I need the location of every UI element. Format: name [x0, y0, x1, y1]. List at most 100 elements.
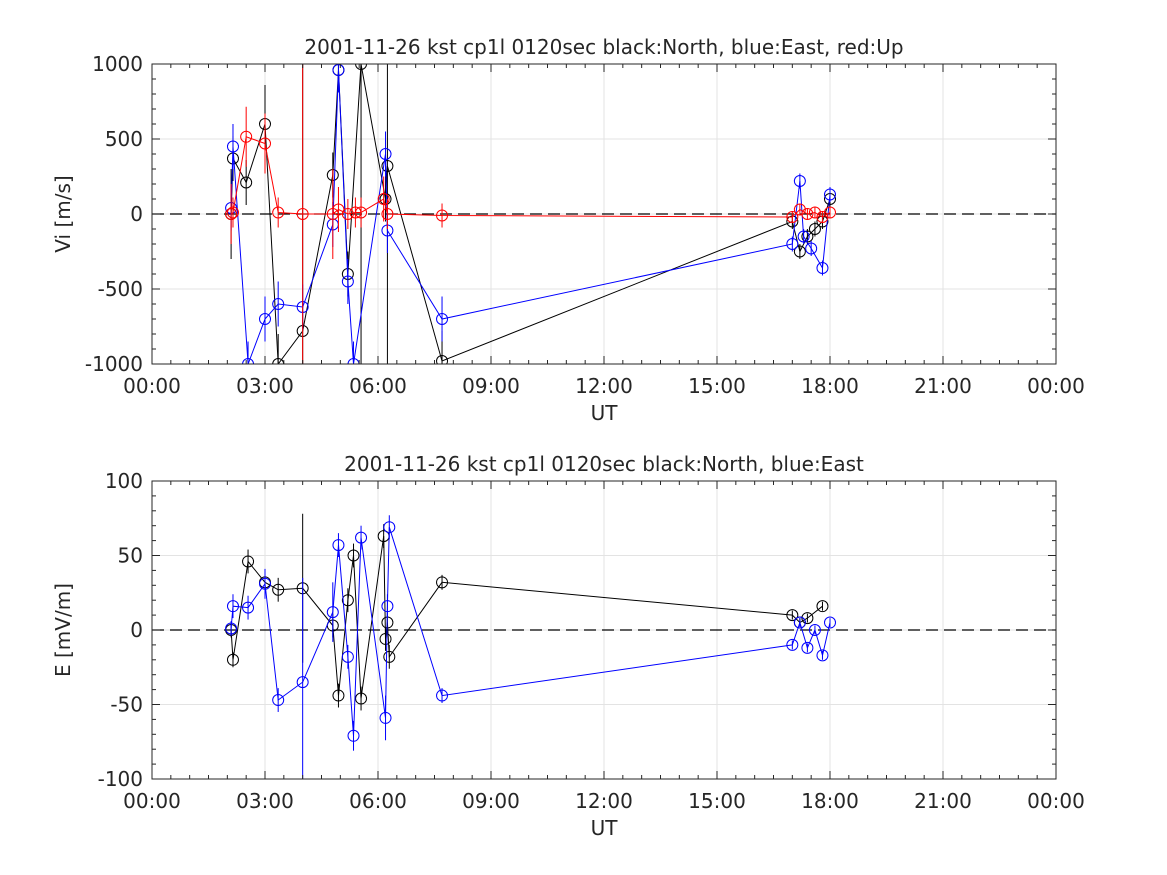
tick-marks [151, 63, 1057, 365]
data-point [225, 208, 238, 220]
data-point [793, 616, 806, 629]
data-point [436, 313, 449, 325]
series-2 [225, 515, 836, 779]
data-point [240, 176, 253, 189]
data-point [379, 632, 392, 645]
data-point [786, 238, 799, 250]
data-point [436, 576, 449, 589]
data-point [355, 531, 368, 544]
x-tick-label: 00:00 [123, 374, 181, 398]
x-tick-label: 21:00 [914, 374, 972, 398]
data-point [801, 641, 814, 654]
data-point [808, 624, 821, 636]
data-point [272, 583, 285, 596]
x-tick-label: 00:00 [123, 789, 181, 813]
data-point [381, 600, 394, 613]
data-point [824, 188, 836, 201]
data-point [226, 653, 239, 666]
x-tick-label: 18:00 [801, 374, 859, 398]
data-point [436, 209, 449, 222]
x-tick-label: 09:00 [462, 374, 520, 398]
data-point [793, 245, 806, 258]
chart-panel-1: 00:00 03:00 06:00 09:00 12:00 15:00 18:00 21:00… [51, 35, 1085, 425]
data-point [824, 616, 836, 629]
data-point [242, 358, 255, 364]
x-tick-label: 00:00 [1027, 789, 1085, 813]
data-point [808, 223, 821, 235]
x-tick-label: 03:00 [236, 374, 294, 398]
data-point [332, 539, 345, 552]
series-3 [225, 64, 836, 364]
x-tick-label: 00:00 [1027, 374, 1085, 398]
data-point [436, 355, 449, 364]
y-tick-label: 100 [105, 469, 143, 493]
y-tick-label: -1000 [85, 352, 143, 376]
x-tick-label: 12:00 [575, 789, 633, 813]
x-tick-label: 09:00 [462, 789, 520, 813]
data-point [793, 175, 806, 187]
y-tick-label: 500 [105, 127, 143, 151]
data-area [225, 64, 836, 364]
data-point [259, 137, 271, 150]
data-point [377, 193, 390, 205]
data-point [379, 148, 392, 160]
tick-marks [151, 480, 1057, 780]
data-point [383, 650, 396, 663]
data-point [379, 711, 392, 724]
data-point [225, 622, 238, 635]
data-point [347, 358, 360, 364]
data-point [797, 230, 810, 243]
data-point [226, 140, 239, 153]
y-tick-label: 1000 [92, 52, 143, 76]
data-point [347, 729, 360, 742]
y-tick-label: 50 [118, 544, 143, 568]
data-point [383, 521, 396, 534]
data-point [242, 601, 255, 614]
data-point [816, 649, 829, 662]
data-point [259, 577, 271, 590]
chart-panel-2: 00:00 03:00 06:00 09:00 12:00 15:00 18:00 21:00… [51, 452, 1085, 840]
data-point [242, 555, 255, 568]
data-point [226, 206, 239, 219]
x-tick-label: 15:00 [688, 374, 746, 398]
y-tick-label: 0 [130, 202, 143, 226]
y-tick-label: -100 [98, 767, 143, 791]
x-tick-label: 21:00 [914, 789, 972, 813]
y-tick-label: 0 [130, 618, 143, 642]
data-point [326, 606, 339, 619]
data-point [347, 549, 360, 562]
data-point [801, 208, 814, 220]
data-point [240, 130, 253, 143]
x-axis-label: UT [591, 816, 619, 840]
data-point [355, 692, 368, 705]
data-point [296, 208, 309, 220]
x-tick-label: 18:00 [801, 789, 859, 813]
data-point [816, 600, 829, 613]
data-point [786, 609, 799, 622]
x-axis-label: UT [591, 401, 619, 425]
data-area [225, 513, 836, 779]
x-tick-label: 06:00 [349, 789, 407, 813]
data-point [332, 689, 345, 702]
data-point [381, 208, 394, 220]
data-point [355, 206, 368, 219]
data-point [341, 208, 354, 220]
data-point [272, 206, 285, 219]
data-point [355, 64, 368, 70]
data-point [381, 160, 394, 172]
data-point [436, 689, 449, 702]
data-point [272, 358, 285, 364]
data-point [805, 242, 818, 255]
data-point [824, 206, 836, 219]
data-point [786, 211, 799, 223]
data-point [816, 211, 829, 223]
y-axis-label: Vi [m/s] [51, 175, 75, 252]
chart-title: 2001-11-26 kst cp1l 0120sec black:North,… [304, 35, 903, 59]
y-tick-label: -50 [110, 693, 143, 717]
data-point [272, 298, 285, 310]
data-point [296, 676, 309, 689]
chart-title: 2001-11-26 kst cp1l 0120sec black:North,… [344, 452, 864, 476]
x-tick-label: 15:00 [688, 789, 746, 813]
y-tick-label: -500 [98, 277, 143, 301]
